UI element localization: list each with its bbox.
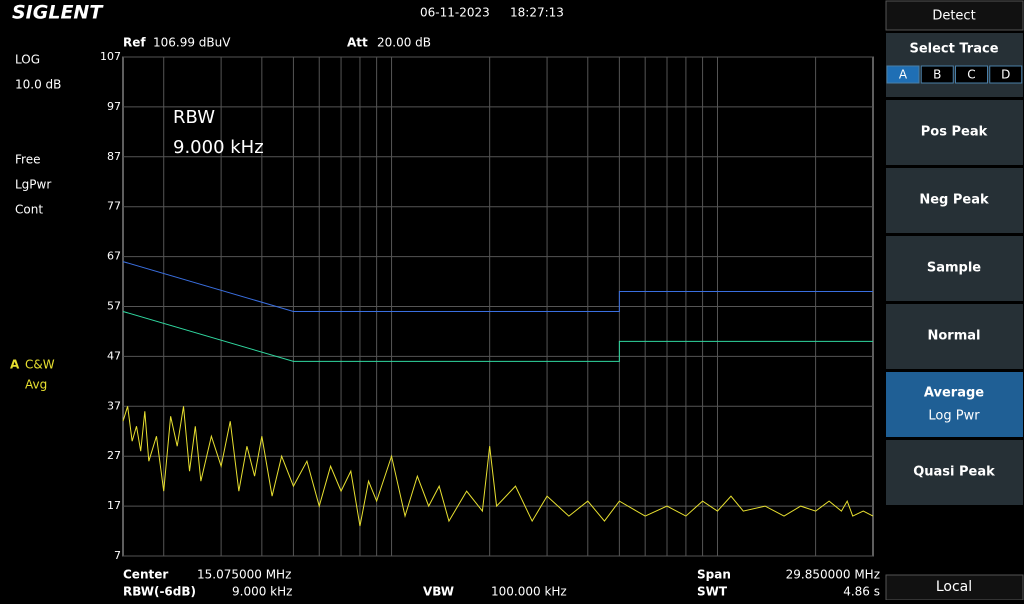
ref-value: 106.99 dBuV <box>153 36 231 50</box>
footer-value: 9.000 kHz <box>232 585 292 599</box>
y-tick-label: 27 <box>107 449 121 462</box>
left-item: Free <box>15 153 40 167</box>
y-tick-label: 7 <box>114 549 121 562</box>
left-item: Cont <box>15 203 43 217</box>
att-value: 20.00 dB <box>377 36 431 50</box>
brand: SIGLENT <box>12 2 104 24</box>
trace-tab-label[interactable]: D <box>1001 68 1010 82</box>
footer-label: Center <box>123 568 168 582</box>
trace-tab-label[interactable]: A <box>899 68 908 82</box>
menu-button-label[interactable]: Average <box>924 386 984 401</box>
y-tick-label: 67 <box>107 250 121 263</box>
menu-button-label[interactable]: Normal <box>928 329 981 344</box>
footer-value: 4.86 s <box>843 585 880 599</box>
att-label: Att <box>347 36 368 50</box>
trace-letter: A <box>10 358 20 372</box>
left-item: LgPwr <box>15 178 51 192</box>
footer-label: Span <box>697 568 731 582</box>
menu-button[interactable] <box>886 304 1023 369</box>
menu-button[interactable] <box>886 372 1023 437</box>
y-tick-label: 17 <box>107 499 121 512</box>
local-label[interactable]: Local <box>936 579 972 595</box>
menu-button-sub[interactable]: Log Pwr <box>928 409 980 424</box>
footer-value: 15.075000 MHz <box>197 568 291 582</box>
menu-button[interactable] <box>886 236 1023 301</box>
y-tick-label: 97 <box>107 100 121 113</box>
footer-label: SWT <box>697 585 728 599</box>
menu-title-box <box>885 0 1024 31</box>
trace-tab[interactable] <box>955 65 988 84</box>
menu-button[interactable] <box>886 440 1023 505</box>
trace-tab[interactable] <box>886 65 920 84</box>
plot: 107 97 87 77 67 57 47 37 27 17 7 <box>100 50 874 562</box>
menu: Detect Select Trace Local A B C D Pos Peak Ne… <box>885 0 1024 601</box>
menu-title: Detect <box>932 9 975 24</box>
trace <box>122 406 874 527</box>
menu-button[interactable] <box>886 100 1023 165</box>
ref-label: Ref <box>123 36 146 50</box>
annotation: 9.000 kHz <box>173 137 264 158</box>
menu-button-label[interactable]: Quasi Peak <box>913 465 995 480</box>
date: 06-11-2023 <box>420 6 490 20</box>
y-tick-label: 37 <box>107 399 121 412</box>
trace-tab[interactable] <box>920 65 954 84</box>
menu-button-label[interactable]: Sample <box>927 261 981 276</box>
menu-button-label[interactable]: Pos Peak <box>921 125 988 140</box>
scale-div: 10.0 dB <box>15 78 61 92</box>
trace-tab-label[interactable]: C <box>967 68 975 82</box>
limit-line <box>122 311 873 362</box>
select-trace-label: Select Trace <box>909 42 998 57</box>
menu-button[interactable] <box>886 168 1023 233</box>
y-tick-label: 107 <box>100 50 121 63</box>
trace-tab-label[interactable]: B <box>933 68 941 82</box>
y-tick-label: 47 <box>107 349 121 362</box>
trace-tab[interactable] <box>989 65 1023 84</box>
y-tick-label: 57 <box>107 300 121 313</box>
scale-type: LOG <box>15 53 40 67</box>
select-trace-box <box>886 33 1023 97</box>
y-tick-label: 87 <box>107 150 121 163</box>
footer-value: 29.850000 MHz <box>786 568 880 582</box>
local-box <box>885 574 1024 601</box>
y-tick-label: 77 <box>107 200 121 213</box>
trace-mode: C&W <box>25 358 55 372</box>
time: 18:27:13 <box>510 6 564 20</box>
footer-value: 100.000 kHz <box>491 585 567 599</box>
trace-detect: Avg <box>25 378 47 392</box>
limit-line <box>122 261 873 312</box>
annotation: RBW <box>173 107 215 128</box>
footer-label: RBW(-6dB) <box>123 585 196 599</box>
menu-button-label[interactable]: Neg Peak <box>919 193 989 208</box>
footer-label: VBW <box>423 585 454 599</box>
